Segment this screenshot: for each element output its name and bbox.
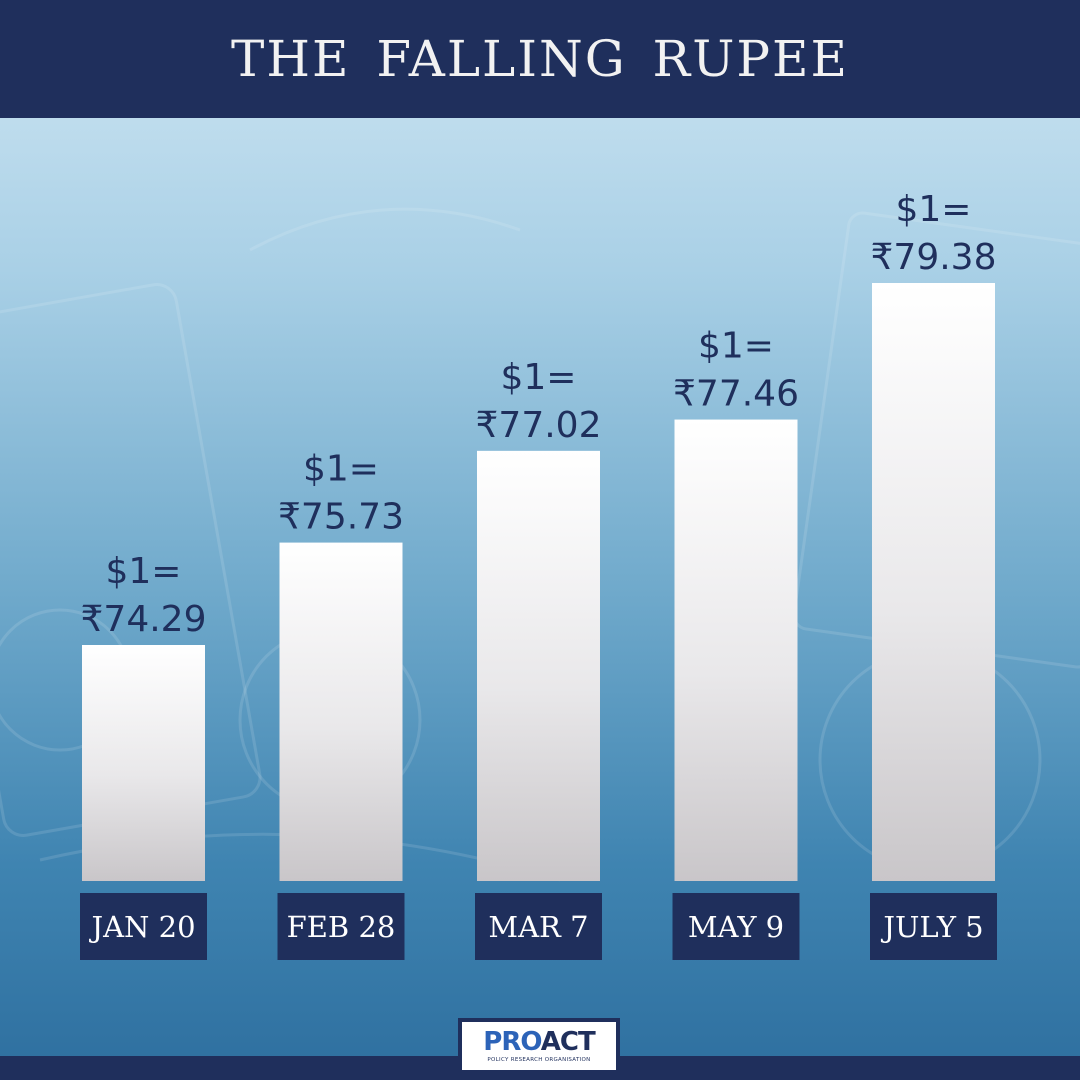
- proact-logo: PROACT POLICY RESEARCH ORGANISATION: [458, 1018, 620, 1074]
- value-label: ₹74.29: [81, 599, 207, 640]
- value-prefix-label: $1=: [106, 551, 182, 592]
- value-label: ₹77.46: [673, 374, 799, 415]
- category-label-box: [870, 893, 997, 960]
- bar-chart: $1= ₹74.29 JAN 20 $1= ₹75.73 FEB 28 $1= ₹77.02 M…: [80, 189, 997, 960]
- category-label-box: [475, 893, 602, 960]
- category-label: MAY 9: [688, 910, 784, 944]
- value-prefix-label: $1=: [896, 189, 972, 230]
- value-prefix-label: $1=: [501, 357, 577, 398]
- logo-pro-text: PRO: [483, 1027, 541, 1057]
- title-banner: THE FALLING RUPEE: [0, 0, 1080, 118]
- category-label: FEB 28: [287, 910, 396, 944]
- bar-5: [872, 283, 995, 881]
- bar-3: [477, 450, 600, 881]
- value-label: ₹79.38: [871, 237, 997, 278]
- chart-title: THE FALLING RUPEE: [231, 30, 849, 88]
- value-label: ₹75.73: [278, 497, 404, 538]
- logo-act-text: ACT: [540, 1027, 596, 1057]
- category-label: JULY 5: [880, 910, 983, 944]
- value-prefix-label: $1=: [698, 326, 774, 367]
- bar-2: [279, 542, 403, 881]
- category-label: MAR 7: [488, 910, 588, 944]
- category-label-box: [80, 893, 207, 960]
- logo-tagline: POLICY RESEARCH ORGANISATION: [487, 1057, 591, 1063]
- category-label: JAN 20: [88, 910, 195, 944]
- value-label: ₹77.02: [476, 405, 602, 446]
- category-label-box: [672, 893, 800, 960]
- bar-4: [674, 419, 798, 881]
- category-label-box: [277, 893, 405, 960]
- value-prefix-label: $1=: [303, 449, 379, 490]
- bar-1: [82, 645, 205, 881]
